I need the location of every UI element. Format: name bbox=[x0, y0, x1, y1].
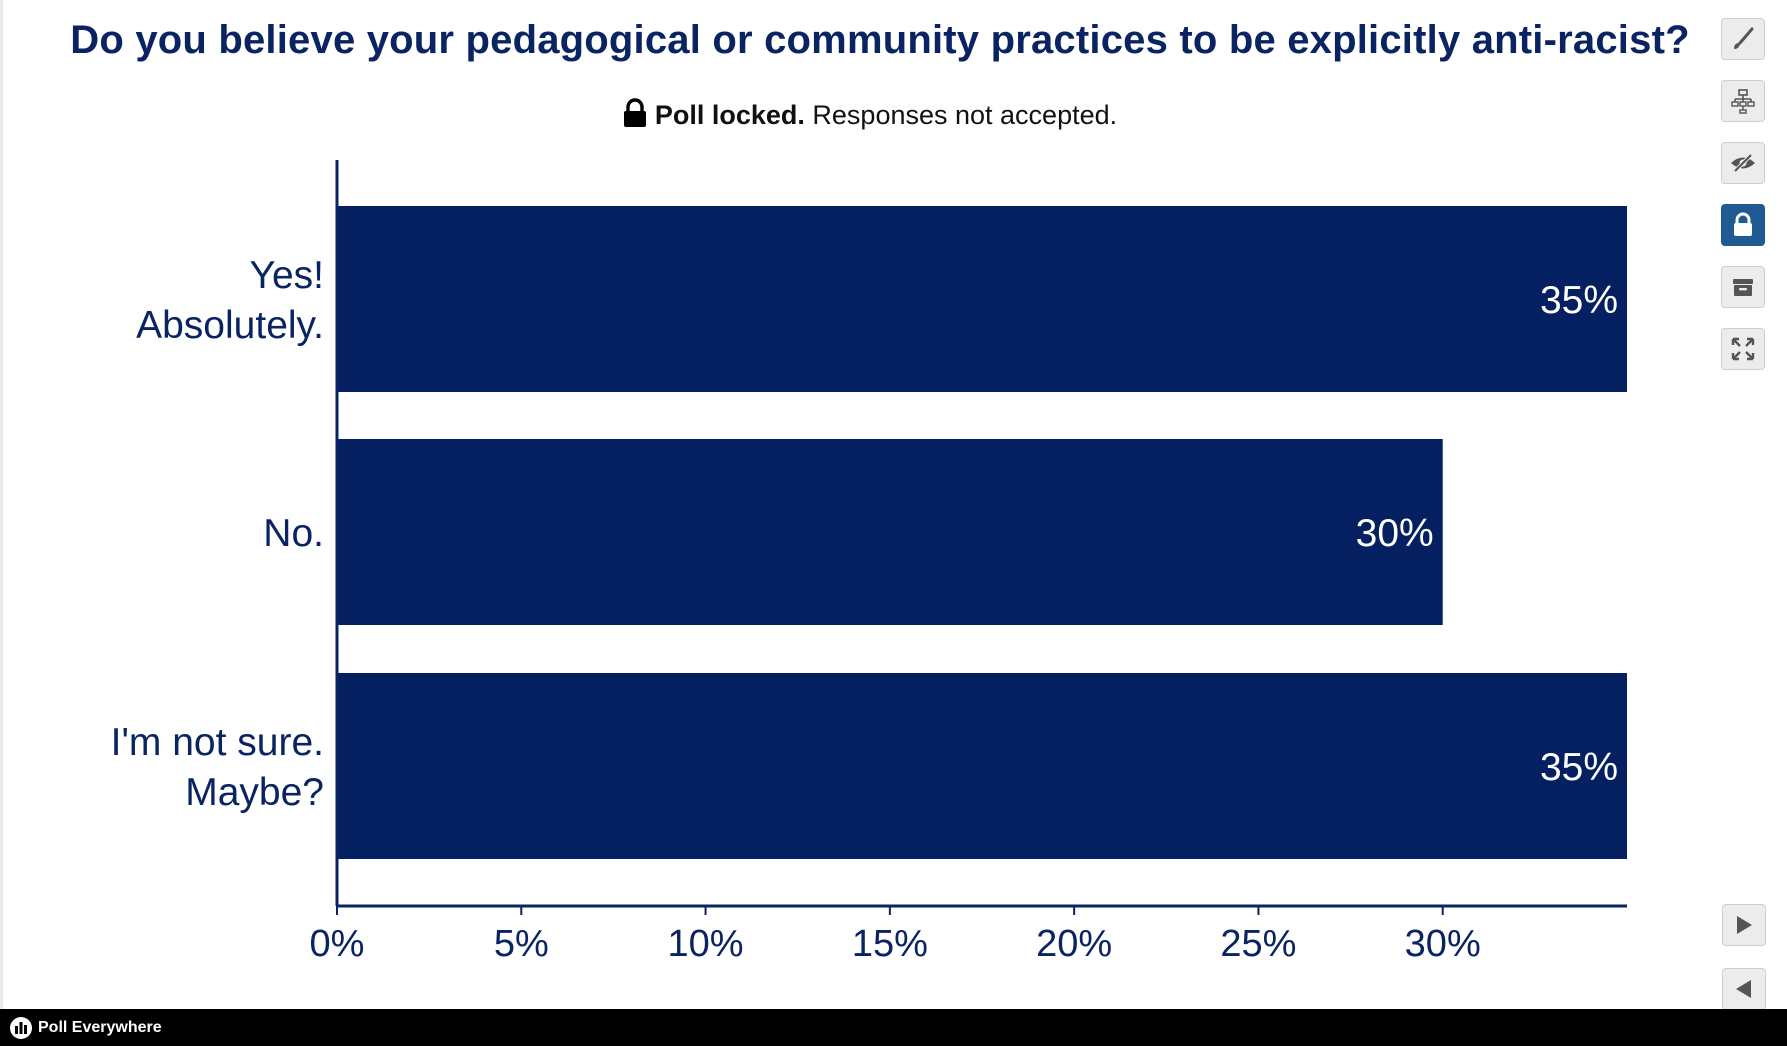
category-label: Maybe? bbox=[185, 771, 324, 814]
bar bbox=[337, 439, 1443, 625]
archive-icon bbox=[1733, 279, 1753, 296]
x-tick-label: 25% bbox=[1220, 923, 1296, 965]
bar-value-label: 35% bbox=[1540, 279, 1618, 322]
brand-name: Poll Everywhere bbox=[38, 1018, 162, 1036]
lock-icon bbox=[623, 98, 647, 135]
poll-question-title: Do you believe your pedagogical or commu… bbox=[70, 18, 1690, 62]
x-tick-label: 0% bbox=[310, 923, 365, 965]
archive-button[interactable] bbox=[1721, 266, 1765, 308]
next-slide-button[interactable] bbox=[1722, 904, 1766, 946]
expand-icon bbox=[1731, 337, 1755, 361]
bar-value-label: 30% bbox=[1356, 512, 1434, 555]
x-tick-label: 15% bbox=[852, 923, 928, 965]
poll-status-bold: Poll locked. bbox=[654, 100, 805, 130]
category-label: Yes! bbox=[250, 254, 324, 297]
previous-slide-button[interactable] bbox=[1722, 968, 1766, 1010]
x-tick-label: 20% bbox=[1036, 923, 1112, 965]
results-bar-chart: 35% 30% 35% Yes! Absolutely. No. I'm not sure.… bbox=[111, 160, 1627, 965]
hide-responses-button[interactable] bbox=[1721, 142, 1765, 184]
play-next-icon bbox=[1737, 916, 1752, 934]
bar bbox=[337, 206, 1627, 392]
x-tick-label: 10% bbox=[668, 923, 744, 965]
hierarchy-icon bbox=[1731, 89, 1755, 114]
category-label: No. bbox=[263, 512, 324, 555]
poll-everywhere-logo-icon bbox=[10, 1016, 32, 1039]
eye-slash-icon bbox=[1731, 153, 1755, 173]
play-previous-icon bbox=[1736, 980, 1751, 998]
segment-button[interactable] bbox=[1721, 80, 1765, 122]
category-label: I'm not sure. bbox=[111, 721, 324, 764]
category-label: Absolutely. bbox=[136, 304, 324, 347]
footer-bar: Poll Everywhere bbox=[0, 1009, 1787, 1046]
poll-status-text: Responses not accepted. bbox=[812, 100, 1118, 130]
brush-icon bbox=[1734, 27, 1754, 49]
lock-button[interactable] bbox=[1721, 204, 1765, 246]
x-tick-label: 30% bbox=[1405, 923, 1481, 965]
poll-status-line: Poll locked. Responses not accepted. bbox=[0, 98, 1740, 135]
bar-value-label: 35% bbox=[1540, 746, 1618, 789]
x-tick-label: 5% bbox=[494, 923, 549, 965]
annotate-button[interactable] bbox=[1721, 18, 1765, 60]
brand-logo[interactable]: Poll Everywhere bbox=[10, 1016, 162, 1039]
lock-icon bbox=[1734, 212, 1752, 236]
bar bbox=[337, 673, 1627, 859]
fullscreen-button[interactable] bbox=[1721, 328, 1765, 370]
